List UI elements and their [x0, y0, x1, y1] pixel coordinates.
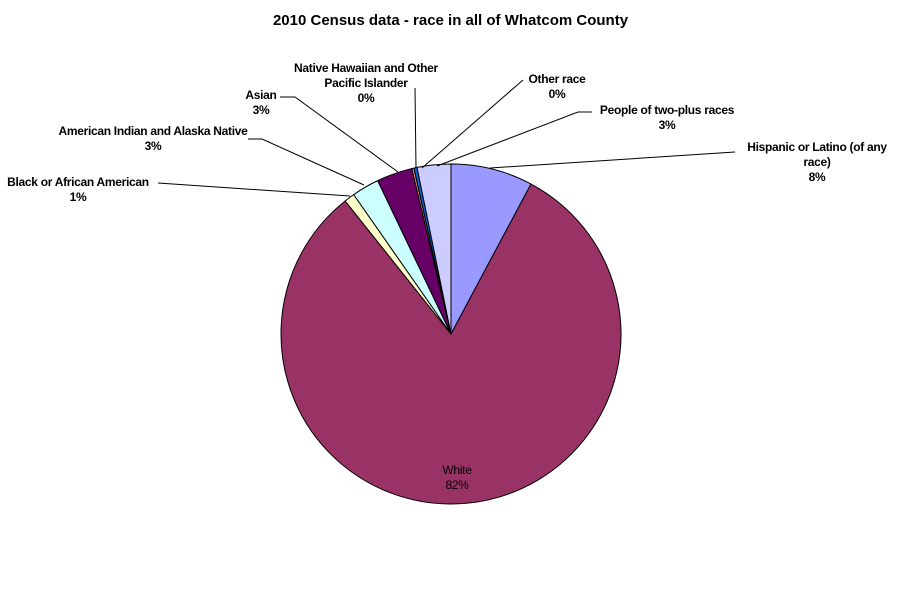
category-label: People of two-plus races: [599, 103, 735, 117]
leader-line: [414, 87, 417, 169]
category-label: White: [442, 463, 472, 477]
leader-line: [436, 111, 592, 167]
value-label: 3%: [144, 139, 162, 153]
category-label: American Indian and Alaska Native: [58, 124, 248, 138]
category-label: Hispanic or Latino (of any race): [747, 140, 887, 169]
leader-line: [421, 79, 524, 169]
value-label: 82%: [445, 478, 469, 492]
slice-label: Hispanic or Latino (of any race) 8%: [735, 140, 900, 185]
value-label: 8%: [808, 170, 826, 184]
slice-label: Asian 3%: [221, 88, 301, 118]
leader-line: [280, 96, 399, 173]
value-label: 0%: [357, 91, 375, 105]
value-label: 3%: [658, 118, 676, 132]
category-label: Native Hawaiian and Other Pacific Island…: [294, 61, 438, 90]
value-label: 0%: [548, 87, 566, 101]
leader-line: [157, 182, 351, 197]
chart-title: 2010 Census data - race in all of Whatco…: [272, 12, 629, 29]
value-label: 1%: [69, 190, 87, 204]
category-label: Other race: [528, 72, 586, 86]
slice-label: American Indian and Alaska Native 3%: [58, 124, 248, 154]
slice-label: People of two-plus races 3%: [587, 103, 747, 133]
slice-label: Black or African American 1%: [0, 175, 163, 205]
slice-label: Other race 0%: [512, 72, 602, 102]
category-label: Asian: [245, 88, 277, 102]
pie-slice: [280, 183, 622, 505]
leader-line: [248, 138, 365, 186]
slice-label: White 82%: [412, 463, 502, 493]
category-label: Black or African American: [7, 175, 149, 189]
leader-line: [489, 151, 736, 169]
value-label: 3%: [252, 103, 270, 117]
slice-label: Native Hawaiian and Other Pacific Island…: [276, 61, 456, 106]
pie-slice: [416, 163, 452, 335]
